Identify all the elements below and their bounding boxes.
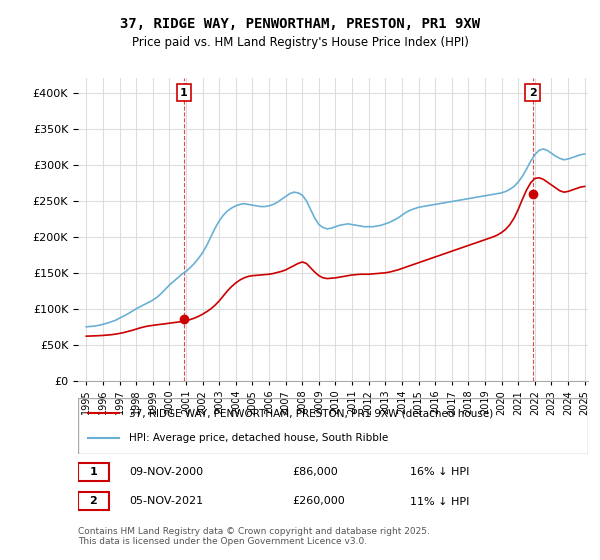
Text: 37, RIDGE WAY, PENWORTHAM, PRESTON, PR1 9XW (detached house): 37, RIDGE WAY, PENWORTHAM, PRESTON, PR1 … — [129, 408, 493, 418]
Text: 2: 2 — [529, 88, 536, 98]
Text: 1: 1 — [180, 88, 188, 98]
Text: Contains HM Land Registry data © Crown copyright and database right 2025.
This d: Contains HM Land Registry data © Crown c… — [78, 526, 430, 546]
Text: 16% ↓ HPI: 16% ↓ HPI — [409, 467, 469, 477]
Bar — [78, 463, 109, 481]
Bar — [78, 492, 109, 511]
Text: 1: 1 — [89, 467, 97, 477]
Text: 09-NOV-2000: 09-NOV-2000 — [129, 467, 203, 477]
Text: 37, RIDGE WAY, PENWORTHAM, PRESTON, PR1 9XW: 37, RIDGE WAY, PENWORTHAM, PRESTON, PR1 … — [120, 17, 480, 31]
Text: £86,000: £86,000 — [292, 467, 338, 477]
Text: 2: 2 — [89, 497, 97, 506]
Text: £260,000: £260,000 — [292, 497, 345, 506]
Text: HPI: Average price, detached house, South Ribble: HPI: Average price, detached house, Sout… — [129, 433, 388, 443]
Text: 11% ↓ HPI: 11% ↓ HPI — [409, 497, 469, 506]
Text: 05-NOV-2021: 05-NOV-2021 — [129, 497, 203, 506]
Text: Price paid vs. HM Land Registry's House Price Index (HPI): Price paid vs. HM Land Registry's House … — [131, 36, 469, 49]
